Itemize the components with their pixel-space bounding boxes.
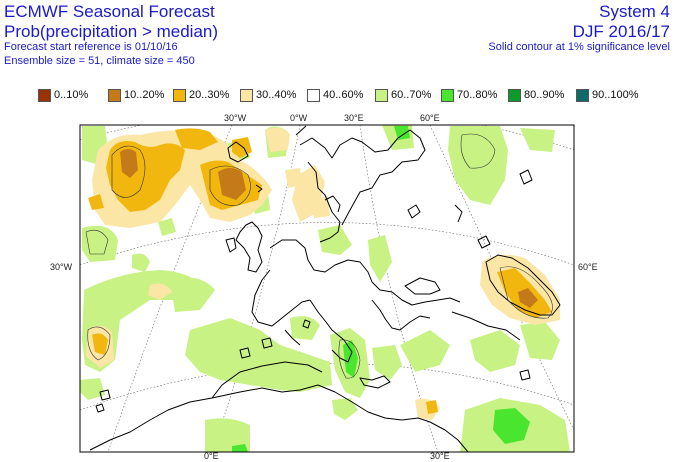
legend-label: 60..70% [391, 89, 432, 101]
tick-top-0w: 0°W [290, 113, 308, 123]
legend-item-40-60: 40..60% [307, 88, 363, 102]
tick-bottom-0e: 0°E [204, 451, 219, 460]
legend-swatch [108, 88, 121, 102]
system-label: System 4 [599, 2, 670, 21]
legend-swatch [307, 88, 320, 102]
legend-label: 0..10% [54, 89, 89, 101]
tick-left-30w: 30°W [50, 262, 73, 272]
map-frame [79, 124, 575, 453]
tick-bottom-30e: 30°E [430, 451, 450, 460]
legend-swatch [508, 88, 521, 102]
legend-item-30-40: 30..40% [240, 88, 296, 102]
legend-label: 40..60% [323, 89, 364, 101]
legend-item-90-100: 90..100% [576, 88, 638, 102]
tick-top-30w: 30°W [224, 113, 247, 123]
season-label: DJF 2016/17 [572, 22, 670, 41]
legend-label: 90..100% [592, 89, 639, 101]
legend-label: 30..40% [256, 89, 297, 101]
tick-right-60e: 60°E [578, 262, 598, 272]
legend-swatch [441, 88, 454, 102]
legend-label: 10..20% [124, 89, 165, 101]
legend-item-20-30: 20..30% [173, 88, 229, 102]
significance-contours [85, 133, 553, 379]
page-title: ECMWF Seasonal Forecast [4, 2, 215, 21]
legend-item-0-10: 0..10% [38, 88, 88, 102]
legend-item-60-70: 60..70% [375, 88, 431, 102]
legend-swatch [173, 88, 186, 102]
tick-top-30e: 30°E [344, 113, 364, 123]
tick-top-60e: 60°E [420, 113, 440, 123]
legend-item-10-20: 10..20% [108, 88, 164, 102]
legend-swatch [576, 88, 589, 102]
forecast-start-reference: Forecast start reference is 01/10/16 [4, 41, 178, 53]
prob-70-80-regions [232, 126, 530, 452]
probability-map: 30°W 0°W 30°E 60°E 30°W 60°E 0°E 30°E [50, 113, 598, 460]
legend-label: 80..90% [524, 89, 565, 101]
legend: 0..10% 10..20% 20..30% 30..40% 40..60% 6… [0, 88, 678, 104]
legend-swatch [375, 88, 388, 102]
legend-swatch [240, 88, 253, 102]
legend-item-70-80: 70..80% [441, 88, 497, 102]
legend-label: 20..30% [189, 89, 230, 101]
prob-10-20-regions [120, 149, 538, 308]
legend-swatch [38, 88, 51, 102]
significance-note: Solid contour at 1% significance level [488, 41, 670, 53]
ensemble-size: Ensemble size = 51, climate size = 450 [4, 55, 195, 67]
legend-label: 70..80% [457, 89, 498, 101]
page-subtitle: Prob(precipitation > median) [4, 22, 219, 41]
legend-item-80-90: 80..90% [508, 88, 564, 102]
